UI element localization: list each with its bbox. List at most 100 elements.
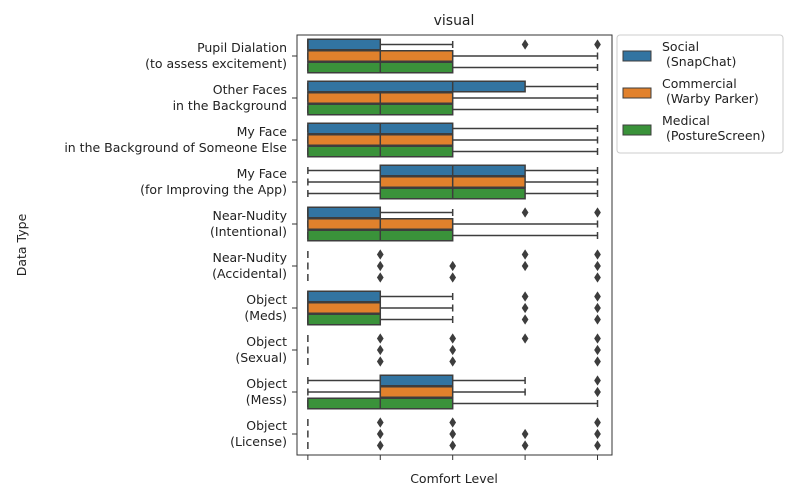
legend-swatch: [622, 50, 652, 62]
outlier-point: [594, 428, 601, 440]
legend-swatch: [622, 124, 652, 136]
outlier-point: [594, 375, 601, 386]
y-tick-label: Near-Nudity (Accidental): [212, 250, 287, 281]
outlier-point: [521, 440, 529, 451]
outlier-point: [594, 302, 601, 314]
box-social: [307, 38, 601, 51]
category-group: [307, 374, 601, 410]
box-commercial: [307, 260, 601, 272]
y-tick-label: Object (Meds): [244, 292, 287, 323]
outlier-point: [449, 333, 457, 344]
y-tick-labels: Pupil Dialation (to assess excitement) Oth…: [60, 40, 297, 449]
box-commercial: [307, 344, 601, 356]
outlier-point: [449, 356, 457, 367]
chart-title: visual: [434, 13, 475, 29]
iqr-box: [307, 313, 382, 326]
outlier-point: [594, 440, 601, 451]
box-commercial: [307, 134, 599, 146]
category-group: [307, 164, 599, 200]
box-social: [307, 80, 599, 93]
outlier-point: [594, 417, 601, 428]
y-axis-label: Data Type: [14, 213, 29, 276]
outlier-point: [521, 302, 529, 314]
plot-frame: [296, 34, 613, 456]
category-group: [307, 290, 601, 326]
legend: Social (SnapChat) Commercial (Warby Parke…: [616, 34, 784, 154]
iqr-box: [307, 80, 526, 93]
outlier-point: [521, 428, 529, 440]
box-social: [307, 417, 601, 428]
box-medical: [307, 313, 601, 326]
y-tick-label: Object (License): [230, 418, 287, 449]
iqr-box: [379, 374, 454, 387]
legend-swatch: [622, 87, 652, 99]
category-group: [307, 206, 601, 242]
outlier-point: [376, 356, 384, 367]
category-group: [307, 38, 601, 74]
outlier-point: [594, 260, 601, 272]
box-commercial: [307, 50, 599, 62]
outlier-point: [521, 260, 529, 272]
box-medical: [307, 440, 601, 451]
category-group: [307, 417, 601, 451]
outlier-point: [376, 333, 384, 344]
y-tick-label: My Face in the Background of Someone Els…: [60, 124, 287, 155]
y-tick-label: Object (Mess): [246, 376, 287, 407]
outlier-point: [521, 333, 529, 344]
y-tick-label: Other Faces in the Background: [173, 82, 287, 113]
box-social: [307, 206, 601, 219]
category-group: [307, 249, 601, 283]
outlier-point: [521, 207, 529, 218]
outlier-point: [449, 260, 457, 272]
outlier-point: [594, 39, 601, 50]
box-medical: [307, 61, 599, 74]
legend-label: Social (SnapChat): [662, 39, 736, 69]
category-group: [307, 122, 599, 158]
iqr-box: [379, 386, 454, 398]
box-social: [307, 164, 599, 177]
outlier-point: [521, 314, 529, 325]
legend-frame: [616, 34, 784, 154]
outlier-point: [376, 428, 384, 440]
iqr-box: [307, 38, 382, 51]
box-commercial: [307, 386, 601, 398]
outlier-point: [594, 272, 601, 283]
outlier-point: [449, 440, 457, 451]
outlier-point: [521, 249, 529, 260]
legend-label: Medical (PostureScreen): [662, 113, 765, 143]
outlier-point: [594, 249, 601, 260]
y-tick-label: My Face (for Improving the App): [140, 166, 287, 197]
y-tick-label: Object (Sexual): [235, 334, 287, 365]
box-medical: [307, 187, 599, 200]
box-commercial: [307, 428, 601, 440]
iqr-box: [307, 302, 382, 314]
box-medical: [307, 145, 599, 158]
iqr-box: [307, 290, 382, 303]
y-tick-label: Pupil Dialation (to assess excitement): [145, 40, 287, 71]
box-medical: [307, 272, 601, 283]
box-commercial: [307, 218, 599, 230]
legend-item: Medical (PostureScreen): [622, 113, 765, 143]
outlier-point: [376, 344, 384, 356]
outlier-point: [521, 39, 529, 50]
outlier-point: [521, 291, 529, 302]
outlier-point: [449, 272, 457, 283]
outlier-point: [449, 344, 457, 356]
outlier-point: [449, 417, 457, 428]
box-social: [307, 333, 601, 344]
outlier-point: [594, 386, 601, 398]
outlier-point: [376, 440, 384, 451]
box-medical: [307, 229, 599, 242]
outlier-point: [376, 417, 384, 428]
boxes-layer: [307, 38, 601, 451]
outlier-point: [594, 344, 601, 356]
outlier-point: [594, 356, 601, 367]
x-ticks: [307, 455, 599, 460]
outlier-point: [594, 333, 601, 344]
category-group: [307, 333, 601, 367]
x-axis-label: Comfort Level: [410, 471, 498, 486]
category-group: [307, 80, 599, 116]
box-medical: [307, 356, 601, 367]
box-social: [307, 122, 599, 135]
